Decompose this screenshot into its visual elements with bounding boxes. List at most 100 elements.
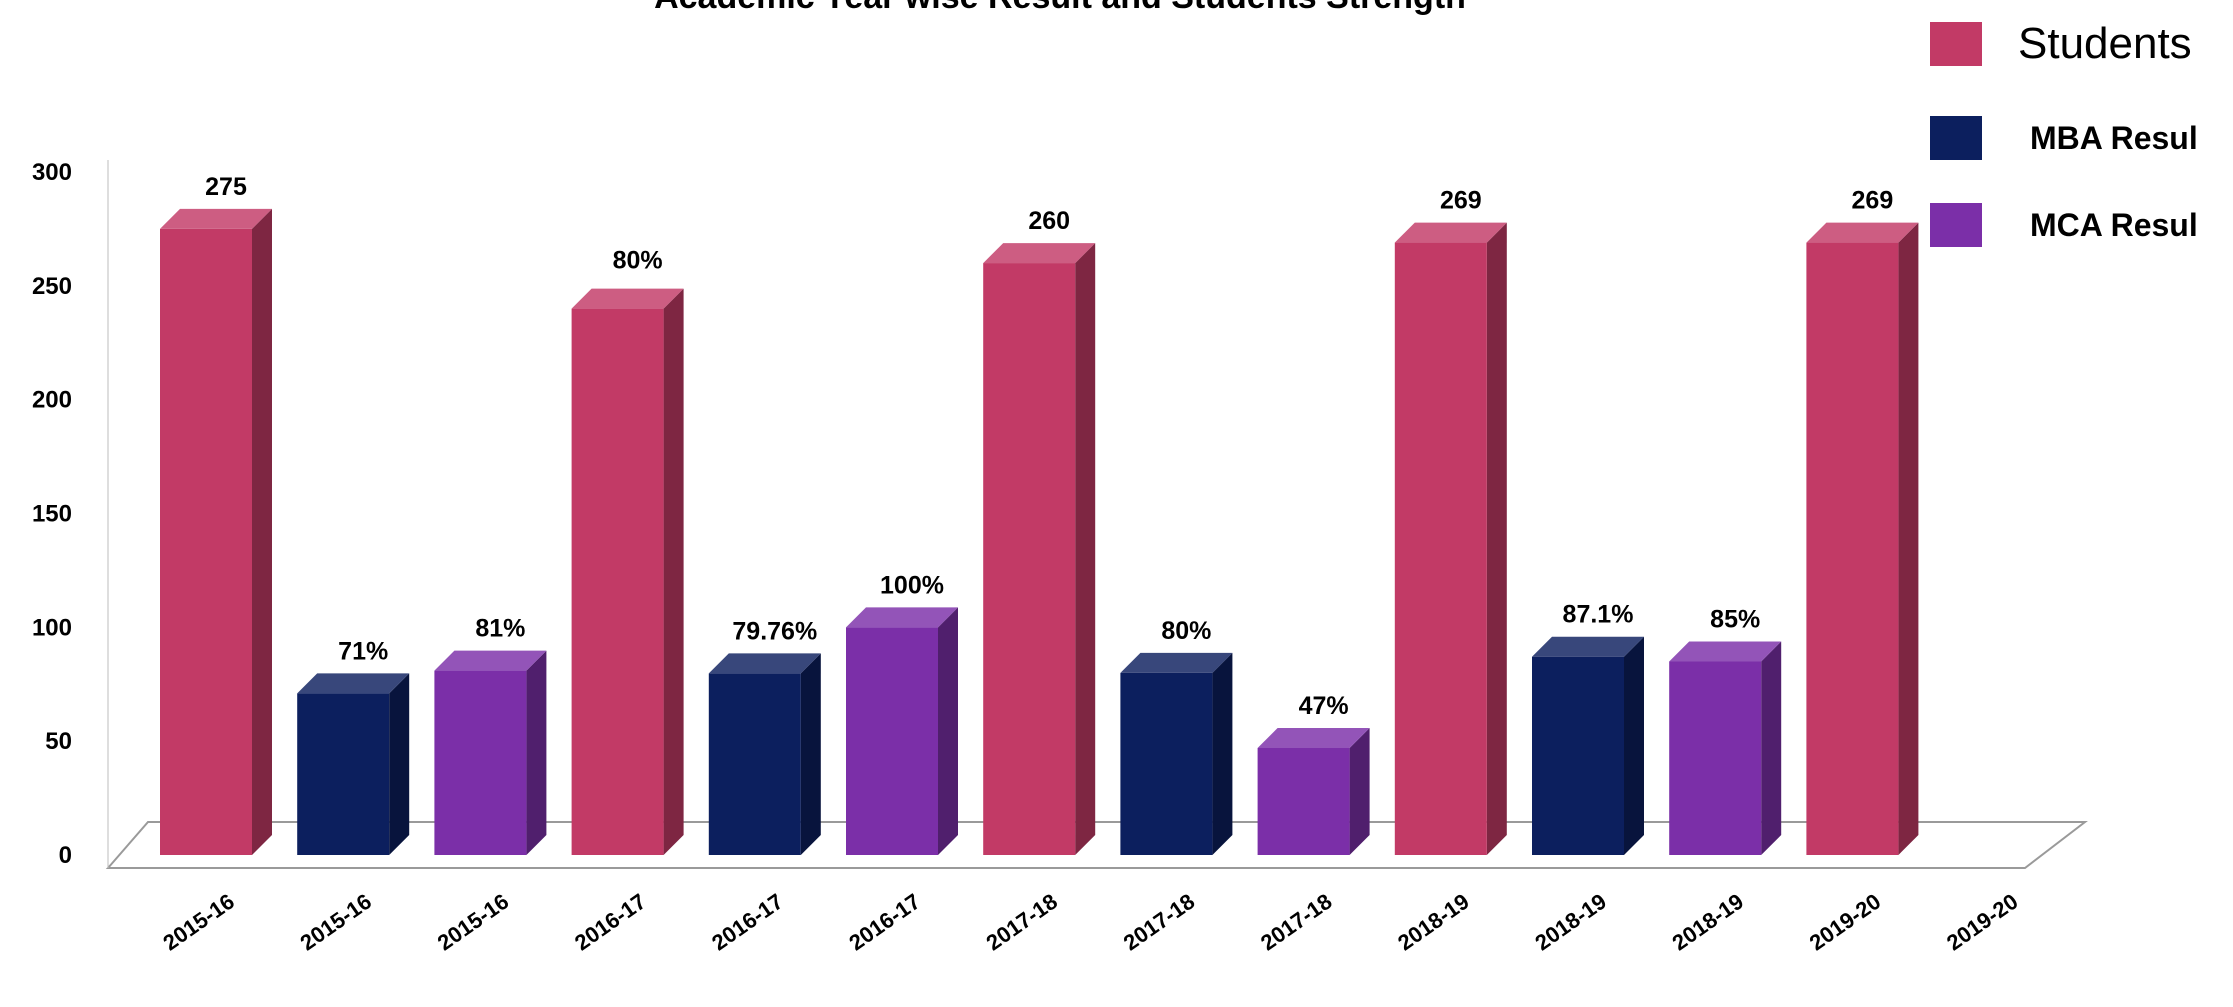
bar-mca-resul (1669, 641, 1782, 855)
bar-side (1761, 641, 1782, 855)
x-tick-label: 2016-17 (844, 889, 924, 956)
y-tick-label: 300 (32, 159, 72, 186)
y-tick-label: 150 (32, 501, 72, 528)
legend-label: Students (2018, 19, 2192, 68)
bar-front (1394, 242, 1487, 855)
bar-side (938, 607, 958, 855)
bar-students (1394, 222, 1507, 855)
legend-item: Students (1930, 19, 2192, 68)
bar-front (571, 308, 664, 856)
data-label: 80% (613, 247, 663, 275)
bar-side (1624, 636, 1644, 855)
bar-top (1532, 636, 1644, 657)
bar-front (708, 673, 801, 855)
y-tick-label: 250 (32, 273, 72, 300)
bar-side (252, 208, 272, 855)
legend: Students MBA Resul MCA Resul (1930, 19, 2198, 247)
data-label: 85% (1710, 605, 1760, 633)
bar-side (1075, 243, 1096, 856)
data-label: 87.1% (1563, 601, 1634, 629)
data-label: 79.76% (732, 617, 817, 645)
x-tick-label: 2017-18 (1256, 889, 1336, 956)
bars (160, 208, 1919, 856)
x-tick-label: 2018-19 (1530, 889, 1610, 956)
x-tick-label: 2018-19 (1668, 889, 1748, 956)
bar-side (1486, 222, 1507, 855)
x-tick-label: 2015-16 (433, 889, 513, 956)
bar-top (1806, 222, 1919, 243)
bar-side (389, 673, 410, 855)
data-labels: 275 71% 81% 80% 79.76% 100% 260 80% 47% 269 87.1% 8… (205, 173, 1893, 720)
legend-swatch (1930, 22, 1982, 66)
x-tick-label: 2017-18 (1119, 889, 1199, 956)
legend-label: MBA Resul (2030, 120, 2198, 156)
bar-side (663, 288, 684, 856)
x-tick-label: 2018-19 (1393, 889, 1473, 956)
data-label: 80% (1161, 617, 1211, 645)
bar-side (1349, 727, 1370, 855)
bar-mba-resul (708, 653, 821, 855)
data-label: 269 (1852, 187, 1894, 215)
bar-students (571, 288, 684, 856)
data-label: 71% (338, 637, 388, 665)
bar-front (160, 228, 252, 855)
bar-mba-resul (1120, 652, 1233, 855)
x-tick-label: 2019-20 (1805, 889, 1885, 956)
y-tick-label: 50 (45, 728, 72, 755)
bar-side (526, 650, 547, 855)
legend-item: MBA Resul (1930, 116, 2198, 160)
bar-top (846, 607, 958, 628)
bar-top (297, 673, 410, 694)
bar-top (1257, 727, 1370, 748)
y-tick-label: 0 (59, 842, 72, 869)
bar-students (983, 243, 1096, 856)
bar-mba-resul (297, 673, 410, 855)
data-label: 100% (880, 571, 944, 599)
bar-top (434, 650, 547, 671)
bar-mca-resul (846, 607, 958, 855)
x-axis: 2015-16 2015-16 2015-16 2016-17 2016-17 2016-… (158, 889, 2022, 956)
bar-front (1120, 672, 1213, 855)
bar-mba-resul (1532, 636, 1644, 855)
bar-front (1532, 656, 1624, 855)
bar-side (800, 653, 821, 855)
bar-side (1898, 222, 1919, 855)
bar-top (1669, 641, 1782, 662)
bar-top (571, 288, 684, 309)
data-label: 269 (1440, 187, 1482, 215)
bar-top (983, 243, 1096, 264)
bar-students (1806, 222, 1919, 855)
bar-top (160, 208, 272, 229)
data-label: 260 (1028, 207, 1070, 235)
bar-top (1394, 222, 1507, 243)
bar-front (983, 263, 1076, 856)
x-tick-label: 2015-16 (296, 889, 376, 956)
bar-side (1212, 652, 1233, 855)
bar-front (1806, 242, 1899, 855)
legend-item: MCA Resul (1930, 203, 2198, 247)
bar-front (846, 627, 938, 855)
chart-title-group: Academic Year wise Result and Students S… (654, 0, 1466, 16)
bar-front (1669, 661, 1762, 855)
bar-mca-resul (434, 650, 547, 855)
bar-front (1257, 747, 1350, 855)
legend-swatch (1930, 116, 1982, 160)
data-label: 47% (1299, 692, 1349, 720)
bar-top (708, 653, 821, 674)
legend-swatch (1930, 203, 1982, 247)
x-tick-label: 2015-16 (158, 889, 238, 956)
bar-front (297, 693, 390, 855)
data-label: 81% (475, 615, 525, 643)
y-axis: 0 50 100 150 200 250 300 (32, 159, 109, 869)
y-tick-label: 200 (32, 387, 72, 414)
bar-mca-resul (1257, 727, 1370, 855)
bar-front (434, 670, 527, 855)
x-tick-label: 2019-20 (1942, 889, 2022, 956)
x-tick-label: 2016-17 (707, 889, 787, 956)
legend-label: MCA Resul (2030, 207, 2198, 243)
bar-top (1120, 652, 1233, 673)
y-tick-label: 100 (32, 614, 72, 641)
bar-students (160, 208, 272, 855)
